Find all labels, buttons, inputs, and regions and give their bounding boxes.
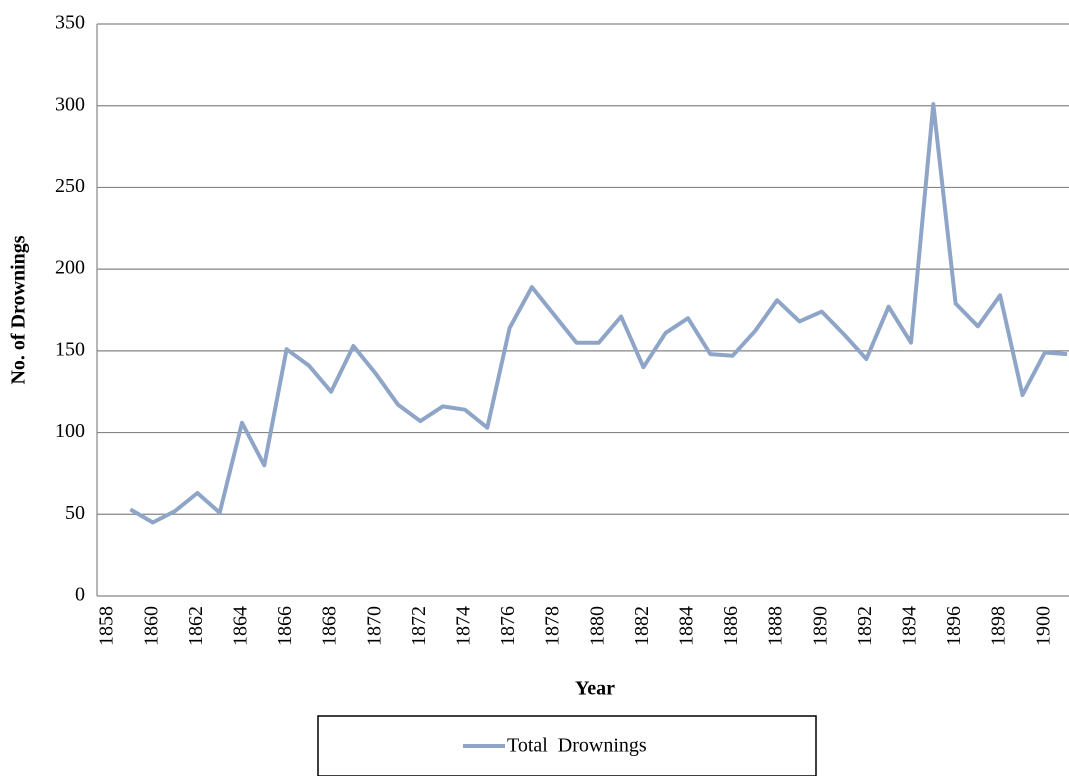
- x-tick-label: 1860: [140, 606, 162, 646]
- data-line: [129, 102, 1068, 525]
- y-tick-label: 100: [55, 420, 85, 442]
- y-tick-label: 50: [65, 502, 85, 524]
- x-tick-label: 1894: [899, 606, 921, 646]
- x-tick-label: 1882: [631, 606, 653, 646]
- x-tick-label: 1900: [1032, 606, 1054, 646]
- y-tick-label: 300: [55, 93, 85, 115]
- x-tick-label: 1880: [586, 606, 608, 646]
- x-tick-label: 1888: [765, 606, 787, 646]
- x-tick-label: 1884: [676, 606, 698, 646]
- x-tick-label: 1866: [274, 606, 296, 646]
- legend: Total Drownings: [463, 735, 647, 757]
- y-axis-label: No. of Drownings: [8, 235, 30, 384]
- x-tick-label: 1896: [943, 606, 965, 646]
- x-tick-label: 1874: [453, 606, 475, 646]
- ticks: 0 50 100 150 200 250 300 350 1858 1860 1862 1864 186…: [55, 12, 1054, 646]
- x-tick-label: 1886: [720, 606, 742, 646]
- x-tick-label: 1878: [542, 606, 564, 646]
- x-axis-label: Year: [575, 678, 615, 700]
- x-tick-label: 1868: [319, 606, 341, 646]
- x-tick-label: 1872: [408, 606, 430, 646]
- x-tick-label: 1870: [363, 606, 385, 646]
- y-tick-label: 350: [55, 12, 85, 34]
- x-tick-label: 1890: [809, 606, 831, 646]
- x-tick-label: 1876: [497, 606, 519, 646]
- x-tick-label: 1858: [96, 606, 118, 646]
- x-tick-label: 1892: [854, 606, 876, 646]
- legend-box: [317, 715, 817, 776]
- y-tick-label: 200: [55, 257, 85, 279]
- x-tick-label: 1864: [230, 606, 252, 646]
- x-tick-label: 1862: [185, 606, 207, 646]
- y-tick-label: 150: [55, 338, 85, 360]
- x-tick-label: 1898: [988, 606, 1010, 646]
- y-tick-label: 250: [55, 175, 85, 197]
- y-tick-label: 0: [75, 584, 85, 606]
- grid: [97, 23, 1069, 597]
- plot: [129, 102, 1068, 525]
- legend-label: Total Drownings: [507, 735, 647, 757]
